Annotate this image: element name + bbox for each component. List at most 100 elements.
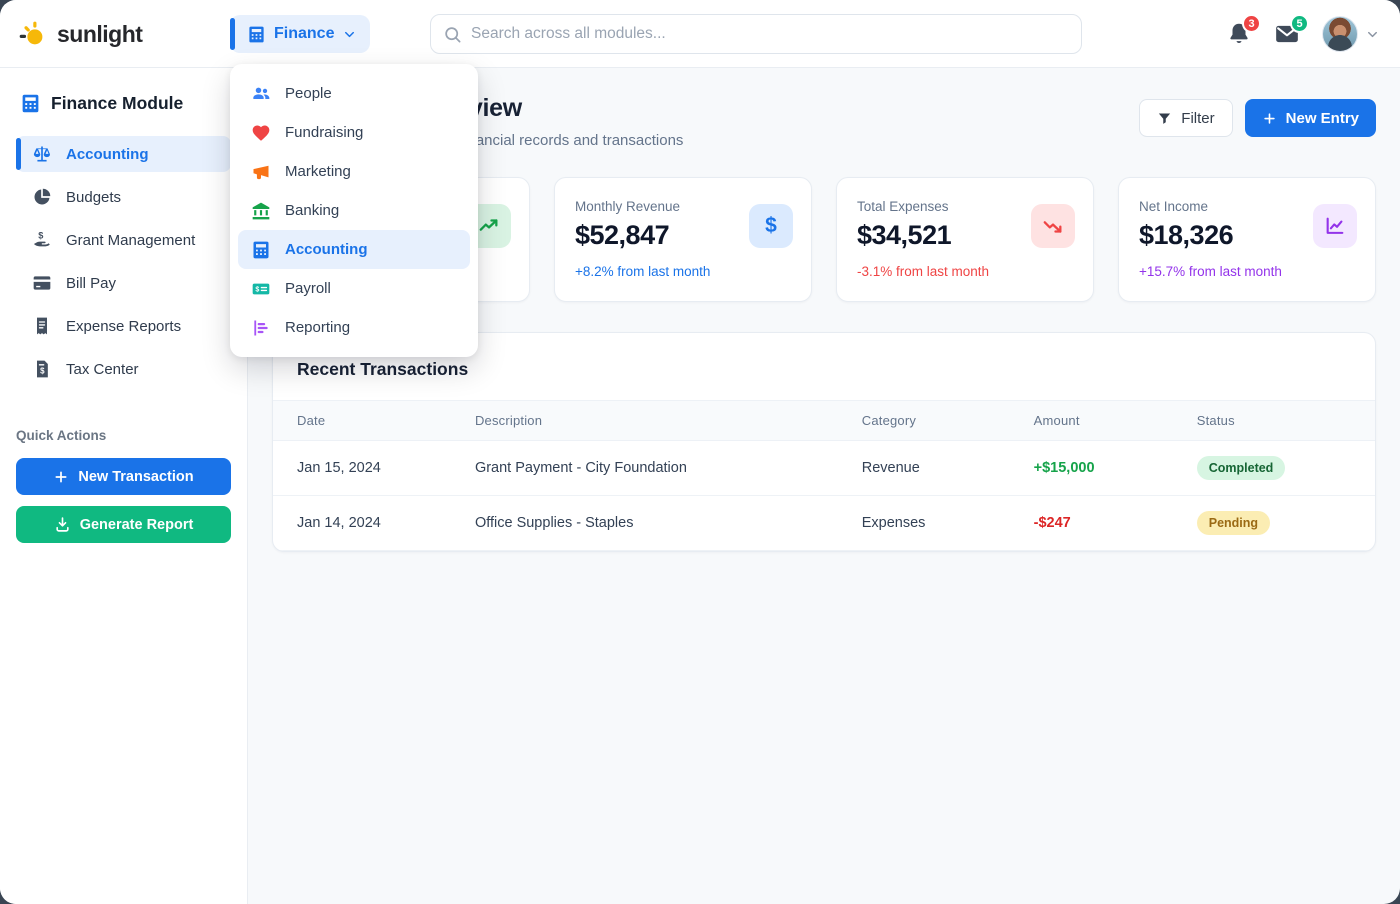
status-badge: Pending [1196, 511, 1271, 535]
module-switcher-label: Finance [274, 25, 335, 42]
dropdown-item-banking[interactable]: Banking [238, 191, 470, 230]
page-header: Accounting Overview Manage your organiza… [272, 94, 1376, 149]
new-entry-button[interactable]: New Entry [1244, 99, 1376, 137]
heart-icon [251, 123, 271, 143]
top-header: sunlight Finance 3 [0, 0, 1400, 68]
column-header-description: Description [466, 400, 854, 441]
chevron-down-icon [342, 27, 357, 42]
plus-icon [1262, 111, 1277, 126]
table-header-row: Date Description Category Amount Status [273, 400, 1375, 441]
module-dropdown-menu: People Fundraising Marketing Banking Acc… [230, 64, 478, 357]
cell-date: Jan 14, 2024 [273, 495, 467, 551]
sidebar-item-label: Accounting [66, 145, 149, 163]
stat-card-monthly-revenue: Monthly Revenue $52,847 +8.2% from last … [554, 177, 812, 302]
sidebar-item-bill-pay[interactable]: Bill Pay [16, 265, 231, 301]
search-icon [443, 25, 462, 44]
dropdown-item-label: Payroll [285, 280, 331, 297]
quick-actions: Quick Actions New Transaction Generate R… [0, 394, 247, 543]
avatar [1322, 16, 1358, 52]
sidebar-item-grant-management[interactable]: $ Grant Management [16, 222, 231, 258]
trend-down-icon [1031, 204, 1075, 248]
sidebar-item-expense-reports[interactable]: Expense Reports [16, 308, 231, 344]
search-bar [430, 14, 1082, 54]
dropdown-item-fundraising[interactable]: Fundraising [238, 113, 470, 152]
sidebar-nav: Accounting Budgets $ Grant Management Bi… [0, 134, 247, 387]
table-row[interactable]: Jan 15, 2024 Grant Payment - City Founda… [273, 440, 1375, 496]
sidebar-item-label: Tax Center [66, 360, 139, 378]
cell-amount: +$15,000 [1025, 440, 1189, 496]
search-input[interactable] [471, 25, 1069, 43]
brand-logo[interactable]: sunlight [18, 14, 143, 54]
sun-icon [18, 19, 48, 49]
transactions-title: Recent Transactions [297, 359, 469, 379]
new-transaction-label: New Transaction [78, 468, 194, 485]
generate-report-button[interactable]: Generate Report [16, 506, 231, 543]
tax-file-icon: $ [32, 359, 52, 379]
transactions-table: Date Description Category Amount Status … [273, 400, 1375, 551]
svg-text:$: $ [38, 230, 43, 240]
module-title-label: Finance Module [51, 93, 184, 113]
messages-count-badge: 5 [1290, 14, 1309, 33]
recent-transactions-panel: Recent Transactions Date Description Cat… [272, 332, 1376, 552]
dropdown-item-label: Banking [285, 202, 340, 219]
main-content: Accounting Overview Manage your organiza… [248, 68, 1400, 904]
bar-chart-icon [251, 318, 271, 338]
filter-button[interactable]: Filter [1139, 99, 1233, 137]
dropdown-item-payroll[interactable]: $ Payroll [238, 269, 470, 308]
messages-button[interactable]: 5 [1274, 14, 1309, 47]
new-entry-label: New Entry [1285, 109, 1359, 127]
calculator-icon [251, 240, 271, 260]
column-header-category: Category [853, 400, 1026, 441]
dropdown-item-label: People [285, 85, 332, 102]
bank-icon [251, 201, 271, 221]
dropdown-item-label: Marketing [285, 163, 351, 180]
dropdown-item-people[interactable]: People [238, 74, 470, 113]
download-icon [54, 516, 71, 533]
notifications-count-badge: 3 [1242, 14, 1261, 33]
table-row[interactable]: Jan 14, 2024 Office Supplies - Staples E… [273, 495, 1375, 551]
brand-name: sunlight [57, 20, 143, 47]
column-header-date: Date [273, 400, 467, 441]
money-check-icon: $ [251, 279, 271, 299]
sidebar-item-label: Grant Management [66, 231, 196, 249]
hand-dollar-icon: $ [32, 230, 52, 250]
notifications-button[interactable]: 3 [1226, 14, 1261, 47]
stat-change: -3.1% from last month [857, 264, 990, 279]
svg-text:$: $ [255, 285, 259, 293]
dropdown-item-label: Accounting [285, 241, 368, 258]
funnel-icon [1157, 111, 1172, 126]
sidebar-item-label: Bill Pay [66, 274, 117, 292]
receipt-icon [32, 316, 52, 336]
calculator-icon [20, 93, 41, 114]
stat-label: Monthly Revenue [575, 199, 681, 214]
quick-actions-title: Quick Actions [16, 428, 107, 443]
calculator-icon [247, 25, 266, 44]
dropdown-item-accounting[interactable]: Accounting [238, 230, 470, 269]
megaphone-icon [251, 162, 271, 182]
stat-label: Net Income [1139, 199, 1209, 214]
column-header-status: Status [1188, 400, 1375, 441]
sidebar-item-budgets[interactable]: Budgets [16, 179, 231, 215]
chevron-down-icon [1365, 27, 1380, 42]
sidebar-module-title: Finance Module [0, 68, 247, 134]
column-header-amount: Amount [1025, 400, 1189, 441]
sidebar-item-tax-center[interactable]: $ Tax Center [16, 351, 231, 387]
user-menu[interactable] [1322, 16, 1380, 52]
dropdown-item-reporting[interactable]: Reporting [238, 308, 470, 347]
sidebar-item-label: Expense Reports [66, 317, 182, 335]
header-actions: 3 5 [1226, 0, 1380, 68]
sidebar: Finance Module Accounting Budgets $ Gran… [0, 68, 248, 904]
dropdown-item-marketing[interactable]: Marketing [238, 152, 470, 191]
stat-value: $34,521 [857, 220, 952, 250]
filter-label: Filter [1181, 109, 1215, 127]
stat-card-net-income: Net Income $18,326 +15.7% from last mont… [1118, 177, 1376, 302]
stat-change: +15.7% from last month [1139, 264, 1282, 279]
dollar-icon: $ [749, 204, 793, 248]
sidebar-item-accounting[interactable]: Accounting [16, 136, 231, 172]
dropdown-item-label: Reporting [285, 319, 351, 336]
new-transaction-button[interactable]: New Transaction [16, 458, 231, 495]
sidebar-item-label: Budgets [66, 188, 122, 206]
module-switcher-button[interactable]: Finance [230, 15, 371, 53]
stat-label: Total Expenses [857, 199, 949, 214]
